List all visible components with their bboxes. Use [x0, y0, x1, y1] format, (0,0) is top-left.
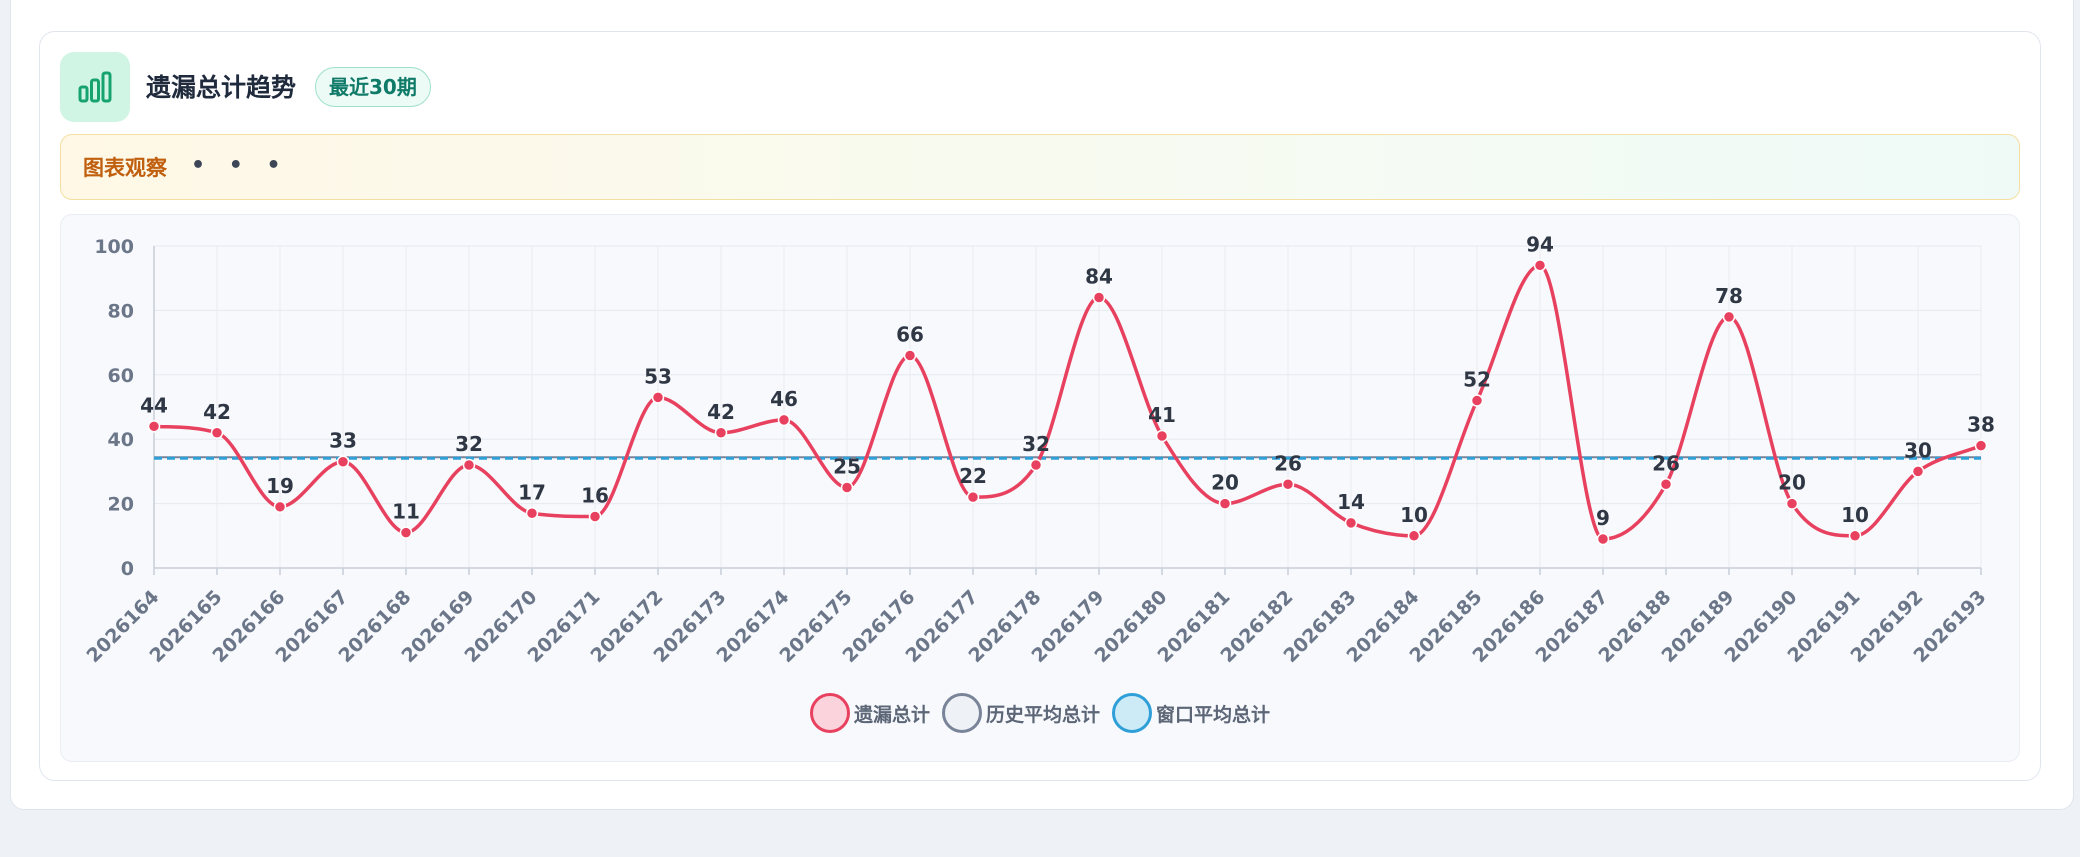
data-point — [399, 526, 413, 539]
chart-observation-bar[interactable]: 图表观察 • • • — [60, 134, 2020, 200]
data-label: 84 — [1085, 265, 1113, 289]
data-label: 14 — [1337, 490, 1365, 514]
bar-chart-icon — [60, 52, 130, 122]
data-label: 32 — [1022, 432, 1050, 456]
data-point — [1407, 529, 1421, 543]
data-point — [1218, 497, 1232, 510]
data-point — [147, 420, 161, 433]
data-label: 10 — [1400, 503, 1428, 527]
data-label: 19 — [266, 474, 294, 498]
data-point — [588, 510, 602, 523]
data-label: 20 — [1778, 471, 1806, 495]
data-label: 32 — [455, 432, 483, 456]
data-point — [1596, 532, 1610, 546]
legend-swatch — [809, 693, 850, 733]
data-label: 52 — [1463, 368, 1491, 392]
data-label: 22 — [959, 464, 987, 488]
data-point — [1785, 497, 1799, 510]
y-tick-label: 0 — [121, 558, 134, 580]
data-label: 16 — [581, 483, 609, 507]
data-label: 78 — [1715, 284, 1743, 308]
legend-swatch — [1112, 693, 1152, 733]
data-label: 26 — [1274, 451, 1302, 475]
observation-label: 图表观察 — [83, 156, 167, 180]
data-point — [1155, 429, 1169, 443]
legend-item[interactable]: 窗口平均总计 — [1112, 693, 1270, 733]
legend-label: 窗口平均总计 — [1156, 703, 1271, 726]
period-badge[interactable]: 最近30期 — [315, 67, 431, 107]
data-point — [1911, 465, 1925, 478]
y-tick-label: 80 — [108, 300, 134, 322]
legend-swatch — [941, 693, 982, 733]
data-label: 66 — [896, 322, 924, 346]
data-point — [1659, 478, 1673, 491]
y-tick-label: 60 — [108, 365, 134, 387]
missing-total-series-line — [153, 263, 1982, 541]
data-label: 94 — [1526, 232, 1554, 256]
data-point — [1029, 458, 1043, 472]
data-label: 38 — [1967, 413, 1995, 437]
data-label: 11 — [392, 500, 420, 524]
data-point — [1722, 310, 1736, 324]
data-point — [462, 458, 476, 472]
more-dots-icon[interactable]: • • • — [191, 153, 289, 178]
legend-label: 历史平均总计 — [985, 703, 1100, 726]
data-point — [1470, 394, 1484, 407]
data-point — [336, 455, 350, 468]
data-point — [840, 481, 854, 494]
data-point — [1281, 478, 1295, 491]
chart-panel — [60, 214, 2020, 762]
data-label: 42 — [707, 400, 735, 424]
y-tick-label: 40 — [108, 429, 134, 451]
legend-item[interactable]: 遗漏总计 — [809, 693, 930, 733]
data-point — [714, 426, 728, 440]
data-label: 42 — [203, 400, 231, 424]
data-point — [273, 500, 287, 514]
data-point — [903, 349, 917, 362]
data-label: 30 — [1904, 438, 1932, 462]
data-label: 46 — [770, 387, 798, 411]
data-point — [210, 426, 224, 440]
data-point — [777, 413, 791, 427]
data-point — [651, 391, 665, 404]
data-label: 44 — [140, 393, 168, 417]
data-point — [1848, 529, 1862, 543]
data-point — [1533, 259, 1547, 272]
data-label: 20 — [1211, 471, 1239, 495]
chart-title: 遗漏总计趋势 — [146, 73, 297, 102]
data-point — [525, 507, 539, 520]
legend-item[interactable]: 历史平均总计 — [941, 693, 1100, 733]
data-point — [1092, 291, 1106, 304]
data-point — [1344, 516, 1358, 530]
data-label: 17 — [518, 480, 546, 504]
data-label: 53 — [644, 364, 672, 388]
data-label: 33 — [329, 429, 357, 453]
data-label: 41 — [1148, 403, 1176, 427]
y-tick-label: 20 — [108, 494, 134, 516]
y-tick-label: 100 — [94, 236, 134, 258]
data-point — [966, 490, 980, 504]
chart-legend: 遗漏总计 历史平均总计 窗口平均总计 — [0, 693, 2080, 733]
data-label: 26 — [1652, 451, 1680, 475]
legend-label: 遗漏总计 — [853, 703, 930, 726]
data-label: 10 — [1841, 503, 1869, 527]
data-point — [1974, 439, 1988, 452]
data-label: 9 — [1596, 506, 1610, 530]
data-label: 25 — [833, 455, 861, 479]
